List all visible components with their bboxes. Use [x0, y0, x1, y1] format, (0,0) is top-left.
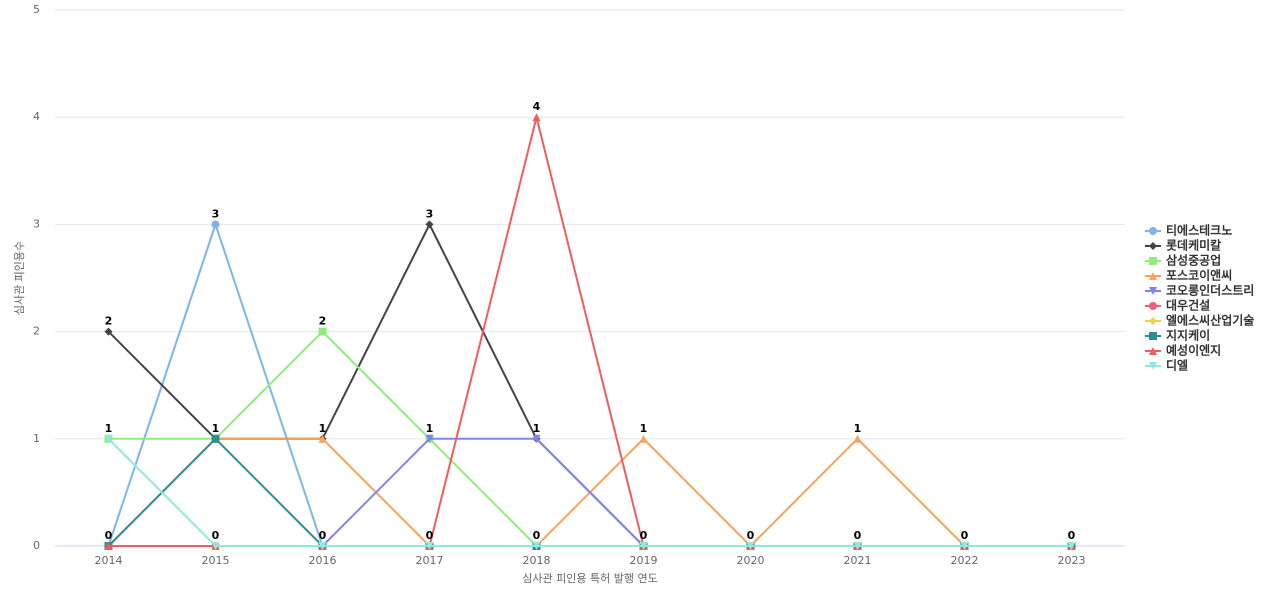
legend-label: 롯데케미칼 [1166, 238, 1221, 253]
marker [960, 542, 969, 550]
y-tick-label: 4 [33, 110, 40, 123]
marker [211, 220, 220, 229]
x-tick-label: 2015 [202, 554, 230, 567]
marker [746, 542, 755, 550]
y-tick-label: 2 [33, 325, 40, 338]
x-tick-label: 2019 [630, 554, 658, 567]
legend-label: 대우건설 [1166, 298, 1210, 313]
marker [532, 434, 541, 443]
marker [532, 542, 541, 550]
x-tick-label: 2022 [951, 554, 979, 567]
x-tick-label: 2016 [309, 554, 337, 567]
marker [318, 434, 327, 443]
line [107, 221, 1072, 547]
y-tick-label: 3 [33, 217, 40, 230]
marker [532, 113, 541, 122]
y-tick-label: 1 [33, 432, 40, 445]
marker [1067, 542, 1076, 550]
series [104, 220, 1076, 550]
marker [104, 434, 113, 443]
marker [104, 327, 113, 336]
marker [318, 542, 327, 550]
marker [639, 434, 648, 443]
legend-label: 지지케이 [1166, 328, 1210, 343]
data-label: 0 [1068, 529, 1076, 542]
legend-marker [1149, 317, 1157, 325]
data-label: 1 [533, 422, 541, 435]
legend-label: 티에스테크노 [1166, 223, 1232, 238]
data-label: 0 [105, 529, 113, 542]
data-label: 1 [212, 422, 220, 435]
y-tick-label: 0 [33, 539, 40, 552]
line [107, 438, 1072, 547]
data-label: 2 [319, 315, 327, 328]
x-tick-label: 2014 [95, 554, 123, 567]
data-label: 0 [319, 529, 327, 542]
series [104, 434, 1076, 550]
legend-marker [1149, 332, 1157, 340]
marker [425, 542, 434, 550]
y-axis-title: 심사관 피인용수 [13, 241, 26, 315]
legend-label: 예성이엔지 [1166, 343, 1221, 358]
marker [104, 542, 113, 550]
data-label: 4 [533, 100, 541, 113]
data-label: 3 [426, 207, 434, 220]
data-label: 1 [426, 422, 434, 435]
data-label: 3 [212, 207, 220, 220]
x-tick-label: 2023 [1058, 554, 1086, 567]
marker [853, 542, 862, 550]
data-label: 1 [319, 422, 327, 435]
data-label: 0 [747, 529, 755, 542]
legend-marker [1149, 242, 1157, 250]
legend-marker [1149, 257, 1157, 265]
marker [211, 542, 220, 550]
marker [318, 327, 327, 336]
x-tick-label: 2020 [737, 554, 765, 567]
marker [425, 220, 434, 229]
marker [639, 542, 648, 550]
data-label: 0 [426, 529, 434, 542]
legend-label: 포스코이앤씨 [1166, 268, 1232, 283]
data-label: 2 [105, 315, 113, 328]
x-axis-title: 심사관 피인용 특허 발행 연도 [522, 572, 657, 585]
data-label: 0 [533, 529, 541, 542]
legend-marker [1149, 362, 1157, 370]
legend-marker [1149, 287, 1157, 295]
x-tick-label: 2017 [416, 554, 444, 567]
data-label: 0 [854, 529, 862, 542]
series [104, 220, 1076, 550]
marker [853, 434, 862, 443]
data-label: 1 [854, 422, 862, 435]
data-label: 0 [961, 529, 969, 542]
legend-label: 디엘 [1166, 358, 1188, 373]
series [104, 434, 1076, 550]
legend-marker [1149, 272, 1157, 280]
legend-label: 삼성중공업 [1166, 253, 1221, 268]
data-label: 1 [640, 422, 648, 435]
marker [211, 434, 220, 443]
legend-marker [1149, 302, 1157, 310]
data-label: 0 [640, 529, 648, 542]
line [108, 437, 1072, 547]
x-tick-label: 2018 [523, 554, 551, 567]
data-label: 1 [105, 422, 113, 435]
x-tick-label: 2021 [844, 554, 872, 567]
legend-label: 엘에스씨산업기술 [1166, 313, 1254, 328]
y-tick-label: 5 [33, 3, 40, 16]
legend-label: 코오롱인더스트리 [1166, 283, 1254, 298]
data-label: 0 [212, 529, 220, 542]
marker [425, 434, 434, 443]
legend-marker [1149, 347, 1157, 355]
legend-marker [1149, 227, 1157, 235]
line [107, 222, 1072, 547]
